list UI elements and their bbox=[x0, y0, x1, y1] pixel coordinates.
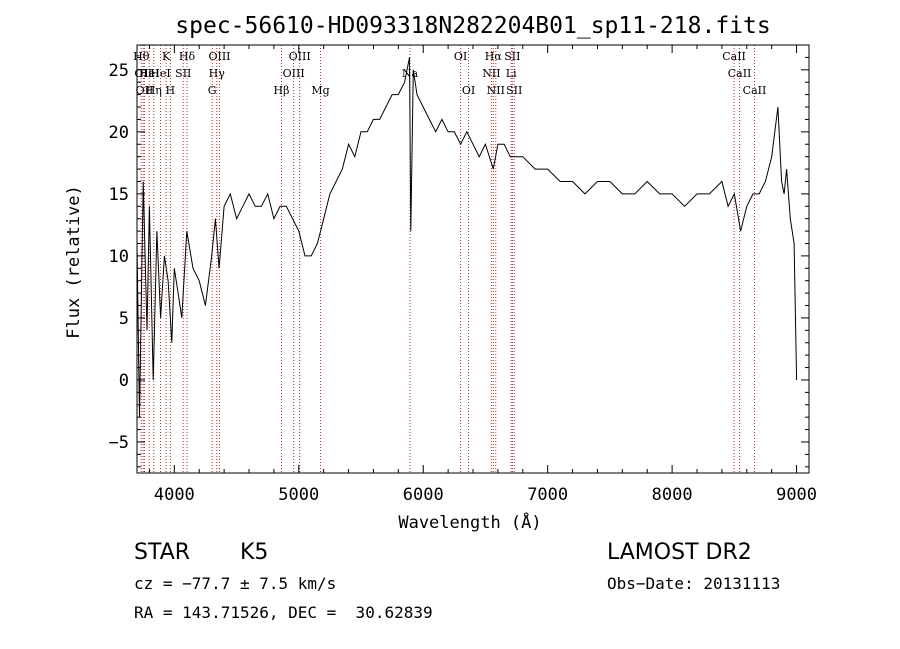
spectral-line-label: CaII bbox=[743, 84, 767, 97]
chart-title: spec-56610-HD093318N282204B01_sp11-218.f… bbox=[175, 13, 770, 39]
spectral-line-label: SII bbox=[175, 67, 191, 80]
spectral-line-label: Hγ bbox=[209, 67, 226, 80]
spectral-line-label: Hη bbox=[146, 84, 162, 97]
y-tick-label: 5 bbox=[119, 309, 129, 329]
spectral-line-labels: HθOIIOIIHeIHηHeIKHSIIHδGHγOIIIHβOIIIOIII… bbox=[133, 50, 766, 97]
spectral-line-label: Hα bbox=[485, 50, 503, 63]
spectral-line-label: K bbox=[162, 50, 171, 63]
x-tick-label: 5000 bbox=[278, 485, 319, 505]
spectral-line-markers bbox=[140, 45, 755, 473]
x-tick-label: 7000 bbox=[527, 485, 568, 505]
y-tick-label: 15 bbox=[109, 185, 129, 205]
y-axis-label: Flux (relative) bbox=[64, 185, 84, 339]
spectral-line-label: G bbox=[208, 84, 217, 97]
spectral-line-label: Na bbox=[402, 67, 419, 80]
y-axis-ticks: −5 0 5 10 15 20 25 bbox=[109, 44, 809, 468]
y-tick-label: 20 bbox=[109, 123, 129, 143]
object-class: STAR bbox=[134, 540, 191, 565]
spectral-line-label: OIII bbox=[208, 50, 230, 63]
spectral-line-label: Mg bbox=[311, 84, 329, 97]
spectral-line-label: OIII bbox=[283, 67, 305, 80]
y-tick-label: 25 bbox=[109, 61, 129, 81]
spectral-line-label: CaII bbox=[728, 67, 752, 80]
spectral-line-label: NII bbox=[482, 67, 500, 80]
spectral-line-label: CaII bbox=[722, 50, 746, 63]
spectral-line-label: OII bbox=[136, 84, 154, 97]
coordinates: RA = 143.71526, DEC = 30.62839 bbox=[134, 603, 433, 622]
spectral-line-label: HeI bbox=[150, 67, 170, 80]
spectral-line-label: OI bbox=[454, 50, 467, 63]
y-tick-label: −5 bbox=[109, 433, 129, 453]
survey-name: LAMOST DR2 bbox=[607, 540, 752, 565]
spectral-line-label: OIII bbox=[289, 50, 311, 63]
obs-date: Obs−Date: 20131113 bbox=[607, 574, 781, 593]
spectral-line-label: SII bbox=[504, 50, 520, 63]
spectral-line-label: Hβ bbox=[274, 84, 290, 97]
redshift-cz: cz = −77.7 ± 7.5 km/s bbox=[134, 574, 337, 593]
spectral-line-label: OI bbox=[462, 84, 475, 97]
x-tick-label: 6000 bbox=[403, 485, 444, 505]
x-axis-ticks: 4000 5000 6000 7000 8000 9000 bbox=[148, 45, 817, 505]
object-subclass: K5 bbox=[240, 540, 269, 565]
spectral-line-label: Li bbox=[506, 67, 517, 80]
x-tick-label: 8000 bbox=[652, 485, 693, 505]
spectral-line-label: Hθ bbox=[133, 50, 150, 63]
spectral-line-label: H bbox=[166, 84, 176, 97]
y-tick-label: 0 bbox=[119, 371, 129, 391]
x-axis-label: Wavelength (Å) bbox=[398, 511, 541, 533]
spectral-line-label: NII bbox=[487, 84, 505, 97]
spectral-line-label: SII bbox=[506, 84, 522, 97]
spectral-line-label: Hδ bbox=[179, 50, 196, 63]
plot-frame bbox=[136, 44, 810, 474]
x-tick-label: 4000 bbox=[154, 485, 195, 505]
y-tick-label: 10 bbox=[109, 247, 129, 267]
spectrum-series-line bbox=[136, 57, 798, 418]
x-tick-label: 9000 bbox=[776, 485, 817, 505]
